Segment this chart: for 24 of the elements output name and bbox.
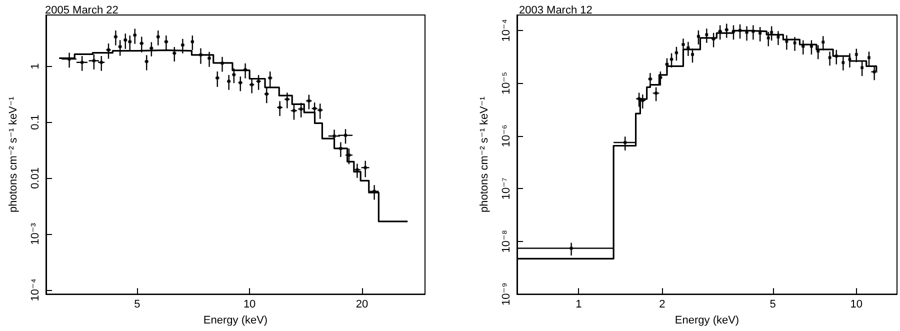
y-tick-label: 0.1 <box>30 114 42 130</box>
x-tick-label: 10 <box>243 298 256 311</box>
y-tick-label: 10⁻⁵ <box>500 72 512 94</box>
y-tick-label: 10⁻⁴ <box>30 278 42 302</box>
x-tick-label: 20 <box>356 298 368 311</box>
y-tick-label: 10⁻⁴ <box>500 18 512 42</box>
x-tick-label: 5 <box>770 298 776 311</box>
x-tick-label: 5 <box>134 298 140 311</box>
y-tick-label: 1 <box>30 63 42 70</box>
y-tick-label: 10⁻⁸ <box>500 230 512 253</box>
x-axis-title: Energy (keV) <box>203 314 268 326</box>
y-axis-title: photons cm⁻² s⁻¹ keV⁻¹ <box>8 96 20 212</box>
y-tick-label: 10⁻⁶ <box>500 124 512 148</box>
x-tick-label: 10 <box>850 298 863 311</box>
y-tick-label: 0.01 <box>30 167 42 189</box>
y-axis-title: photons cm⁻² s⁻¹ keV⁻¹ <box>478 96 490 212</box>
y-tick-label: 10⁻³ <box>30 222 42 245</box>
x-tick-label: 2 <box>659 298 666 311</box>
x-axis-title: Energy (keV) <box>674 314 740 326</box>
y-tick-label: 10⁻⁹ <box>500 282 512 306</box>
chart-title: 2005 March 22 <box>45 4 118 16</box>
chart-title: 2003 March 12 <box>519 4 592 16</box>
x-tick-label: 1 <box>576 298 582 311</box>
y-tick-label: 10⁻⁷ <box>500 178 512 200</box>
